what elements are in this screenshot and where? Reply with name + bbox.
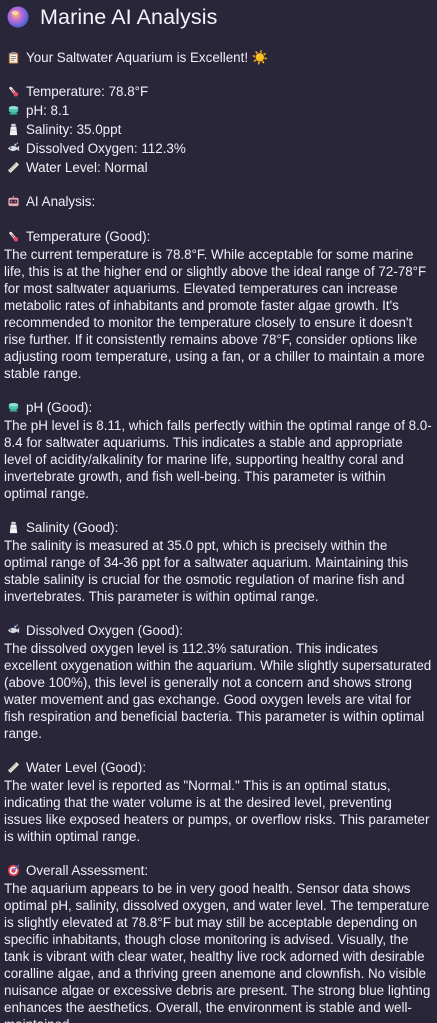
ruler-icon	[8, 762, 19, 773]
summary-headline: Your Saltwater Aquarium is Excellent! ☀️	[4, 48, 432, 67]
clipboard-icon	[8, 51, 19, 64]
ruler-icon	[8, 162, 19, 173]
reading-text: Temperature: 78.8°F	[26, 84, 149, 99]
bubble-icon	[7, 624, 20, 634]
thermometer-icon	[9, 231, 19, 242]
bubble-icon	[7, 142, 20, 152]
section-title: Salinity (Good):	[4, 518, 432, 537]
section-body: The pH level is 8.11, which falls perfec…	[4, 418, 432, 501]
summary-text: Your Saltwater Aquarium is Excellent! ☀️	[26, 50, 269, 65]
section-title: pH (Good):	[4, 398, 432, 417]
analysis-heading-text: AI Analysis:	[26, 194, 96, 209]
section-title-text: pH (Good):	[26, 400, 93, 415]
test-tube-icon	[8, 106, 19, 115]
analysis-heading: AI Analysis:	[4, 192, 432, 211]
reading-ph: pH: 8.1	[4, 101, 432, 120]
salt-shaker-icon	[9, 123, 18, 136]
section-title-text: Dissolved Oxygen (Good):	[26, 623, 184, 638]
analysis-section-salinity: Salinity (Good): The salinity is measure…	[4, 518, 432, 605]
analysis-report: Your Saltwater Aquarium is Excellent! ☀️…	[4, 48, 432, 1023]
test-tube-icon	[8, 403, 19, 412]
section-title-text: Water Level (Good):	[26, 760, 147, 775]
reading-oxygen: Dissolved Oxygen: 112.3%	[4, 139, 432, 158]
analysis-section-temperature: Temperature (Good): The current temperat…	[4, 227, 432, 382]
reading-text: Dissolved Oxygen: 112.3%	[26, 141, 186, 156]
reading-text: Salinity: 35.0ppt	[26, 122, 122, 137]
orb-icon	[7, 6, 29, 28]
page-title: Marine AI Analysis	[40, 5, 218, 29]
section-body: The dissolved oxygen level is 112.3% sat…	[4, 641, 432, 741]
section-title: Overall Assessment:	[4, 861, 432, 880]
section-body: The salinity is measured at 35.0 ppt, wh…	[4, 538, 409, 604]
reading-text: Water Level: Normal	[26, 160, 148, 175]
analysis-section-ph: pH (Good): The pH level is 8.11, which f…	[4, 398, 432, 502]
reading-temperature: Temperature: 78.8°F	[4, 82, 432, 101]
app-header: Marine AI Analysis	[6, 2, 217, 32]
analysis-section-oxygen: Dissolved Oxygen (Good): The dissolved o…	[4, 621, 432, 742]
analysis-section-overall: Overall Assessment: The aquarium appears…	[4, 861, 432, 1023]
thermometer-icon	[9, 86, 19, 97]
section-title: Water Level (Good):	[4, 758, 432, 777]
analysis-section-water-level: Water Level (Good): The water level is r…	[4, 758, 432, 845]
reading-text: pH: 8.1	[26, 103, 70, 118]
salt-shaker-icon	[9, 521, 18, 534]
section-title: Temperature (Good):	[4, 227, 432, 246]
target-icon	[7, 864, 20, 877]
reading-water-level: Water Level: Normal	[4, 158, 432, 177]
section-body: The aquarium appears to be in very good …	[4, 881, 431, 1023]
section-body: The water level is reported as "Normal."…	[4, 778, 430, 844]
section-body: The current temperature is 78.8°F. While…	[4, 247, 427, 381]
section-title: Dissolved Oxygen (Good):	[4, 621, 432, 640]
section-title-text: Overall Assessment:	[26, 863, 149, 878]
reading-salinity: Salinity: 35.0ppt	[4, 120, 432, 139]
section-title-text: Salinity (Good):	[26, 520, 119, 535]
robot-icon	[8, 195, 19, 207]
section-title-text: Temperature (Good):	[26, 229, 151, 244]
readings-list: Temperature: 78.8°F pH: 8.1 Salinity: 35…	[4, 82, 432, 177]
